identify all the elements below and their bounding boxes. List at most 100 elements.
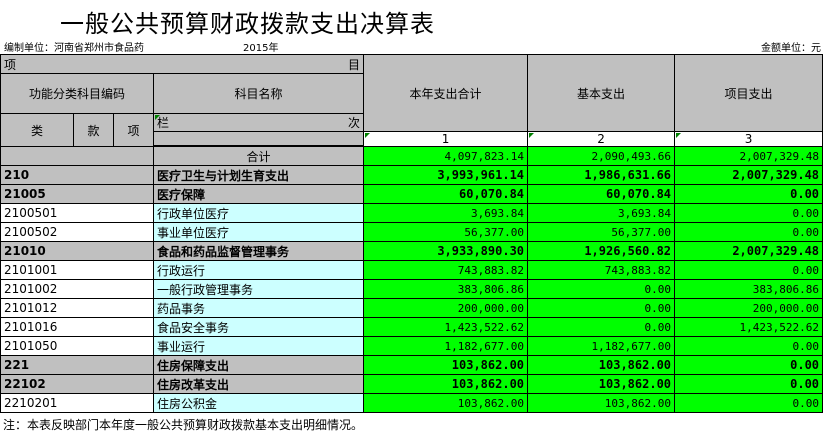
code-cell: 2101050 xyxy=(0,336,154,356)
header-xiang: 项 xyxy=(113,113,154,147)
basic-cell: 103,862.00 xyxy=(527,374,676,394)
table-row: 2100502 事业单位医疗 56,377.00 56,377.00 0.00 xyxy=(0,222,824,242)
project-cell: 0.00 xyxy=(674,222,824,242)
subject-name-cell: 药品事务 xyxy=(152,298,365,318)
subject-name-cell: 行政单位医疗 xyxy=(152,203,365,223)
header-total: 本年支出合计 xyxy=(363,54,529,132)
table-row: 2101012 药品事务 200,000.00 0.00 200,000.00 xyxy=(0,298,824,318)
project-cell: 2,007,329.48 xyxy=(674,165,824,185)
header-lan-ci: 栏 次 xyxy=(152,113,365,132)
subject-name-cell: 食品安全事务 xyxy=(152,317,365,337)
table-row: 2101050 事业运行 1,182,677.00 1,182,677.00 0.00 xyxy=(0,336,824,356)
total-cell: 3,933,890.30 xyxy=(363,241,529,261)
table-row: 2101001 行政运行 743,883.82 743,883.82 0.00 xyxy=(0,260,824,280)
basic-cell: 0.00 xyxy=(527,279,676,299)
comment-marker-icon xyxy=(676,133,682,138)
code-cell: 2101002 xyxy=(0,279,154,299)
total-cell: 60,070.84 xyxy=(363,184,529,204)
table-row: 22102 住房改革支出 103,862.00 103,862.00 0.00 xyxy=(0,374,824,394)
header-item-row: 项 目 xyxy=(0,54,365,74)
total-cell: 1,423,522.62 xyxy=(363,317,529,337)
table-row: 21005 医疗保障 60,070.84 60,070.84 0.00 xyxy=(0,184,824,204)
subject-name-cell: 住房改革支出 xyxy=(152,374,365,394)
expenditure-table: 项 目 本年支出合计 基本支出 项目支出 功能分类科目编码 科目名称 类 款 项… xyxy=(0,54,824,413)
header-func-code: 功能分类科目编码 xyxy=(0,73,154,114)
header-kuan: 款 xyxy=(73,113,114,147)
subject-name-cell: 事业运行 xyxy=(152,336,365,356)
basic-cell: 0.00 xyxy=(527,298,676,318)
total-cell: 4,097,823.14 xyxy=(363,146,529,166)
project-cell: 0.00 xyxy=(674,355,824,375)
table-row: 210 医疗卫生与计划生育支出 3,993,961.14 1,986,631.66 2,… xyxy=(0,165,824,185)
basic-cell: 103,862.00 xyxy=(527,393,676,413)
subject-name-cell: 行政运行 xyxy=(152,260,365,280)
basic-cell: 60,070.84 xyxy=(527,184,676,204)
total-cell: 3,993,961.14 xyxy=(363,165,529,185)
basic-cell: 1,986,631.66 xyxy=(527,165,676,185)
subject-name-cell: 住房公积金 xyxy=(152,393,365,413)
total-cell: 1,182,677.00 xyxy=(363,336,529,356)
table-row: 2101016 食品安全事务 1,423,522.62 0.00 1,423,522.6… xyxy=(0,317,824,337)
code-cell: 2101016 xyxy=(0,317,154,337)
code-cell: 221 xyxy=(0,355,154,375)
header-lan: 栏 xyxy=(157,116,170,130)
table-row: 2100501 行政单位医疗 3,693.84 3,693.84 0.00 xyxy=(0,203,824,223)
subject-name-cell: 医疗卫生与计划生育支出 xyxy=(152,165,365,185)
total-cell: 103,862.00 xyxy=(363,355,529,375)
table-row: 2210201 住房公积金 103,862.00 103,862.00 0.00 xyxy=(0,393,824,413)
project-cell: 0.00 xyxy=(674,203,824,223)
table-row: 221 住房保障支出 103,862.00 103,862.00 0.00 xyxy=(0,355,824,375)
code-cell: 2100501 xyxy=(0,203,154,223)
report-year: 2015年 xyxy=(243,43,279,54)
project-cell: 2,007,329.48 xyxy=(674,241,824,261)
total-cell: 3,693.84 xyxy=(363,203,529,223)
footnote: 注：本表反映部门本年度一般公共预算财政拨款基本支出明细情况。 xyxy=(3,418,364,432)
comment-marker-icon xyxy=(155,115,160,120)
project-cell: 0.00 xyxy=(674,260,824,280)
basic-cell: 56,377.00 xyxy=(527,222,676,242)
subject-name-cell: 住房保障支出 xyxy=(152,355,365,375)
total-cell: 103,862.00 xyxy=(363,393,529,413)
code-cell: 2101012 xyxy=(0,298,154,318)
table-row: 21010 食品和药品监督管理事务 3,933,890.30 1,926,560.82… xyxy=(0,241,824,261)
code-cell: 2100502 xyxy=(0,222,154,242)
header-subject-name: 科目名称 xyxy=(152,73,365,114)
basic-cell: 1,182,677.00 xyxy=(527,336,676,356)
header-ci: 次 xyxy=(348,116,361,130)
code-cell: 2101001 xyxy=(0,260,154,280)
code-cell: 2210201 xyxy=(0,393,154,413)
project-cell: 2,007,329.48 xyxy=(674,146,824,166)
comment-marker-icon xyxy=(529,133,535,138)
project-cell: 200,000.00 xyxy=(674,298,824,318)
subject-name-cell: 医疗保障 xyxy=(152,184,365,204)
header-item-left: 项 xyxy=(4,57,17,72)
header-lei: 类 xyxy=(0,113,74,147)
subject-name-cell: 事业单位医疗 xyxy=(152,222,365,242)
code-cell: 210 xyxy=(0,165,154,185)
total-label: 合计 xyxy=(152,146,365,166)
total-cell: 56,377.00 xyxy=(363,222,529,242)
col-num-1: 1 xyxy=(363,131,529,147)
money-unit: 金额单位：元 xyxy=(761,43,821,54)
basic-cell: 103,862.00 xyxy=(527,355,676,375)
header-basic: 基本支出 xyxy=(527,54,676,132)
total-cell: 200,000.00 xyxy=(363,298,529,318)
basic-cell: 743,883.82 xyxy=(527,260,676,280)
basic-cell: 3,693.84 xyxy=(527,203,676,223)
project-cell: 0.00 xyxy=(674,374,824,394)
project-cell: 383,806.86 xyxy=(674,279,824,299)
subject-name-cell: 食品和药品监督管理事务 xyxy=(152,241,365,261)
project-cell: 0.00 xyxy=(674,184,824,204)
page-title: 一般公共预算财政拨款支出决算表 xyxy=(60,10,435,38)
compiling-unit: 编制单位：河南省郑州市食品药 xyxy=(4,43,144,54)
col-num-3: 3 xyxy=(674,131,824,147)
project-cell: 0.00 xyxy=(674,336,824,356)
basic-cell: 0.00 xyxy=(527,317,676,337)
code-cell: 22102 xyxy=(0,374,154,394)
basic-cell: 1,926,560.82 xyxy=(527,241,676,261)
total-row: 合计 4,097,823.14 2,090,493.66 2,007,329.4… xyxy=(0,146,824,166)
basic-cell: 2,090,493.66 xyxy=(527,146,676,166)
code-cell: 21010 xyxy=(0,241,154,261)
header-item-right: 目 xyxy=(348,57,361,72)
code-cell: 21005 xyxy=(0,184,154,204)
